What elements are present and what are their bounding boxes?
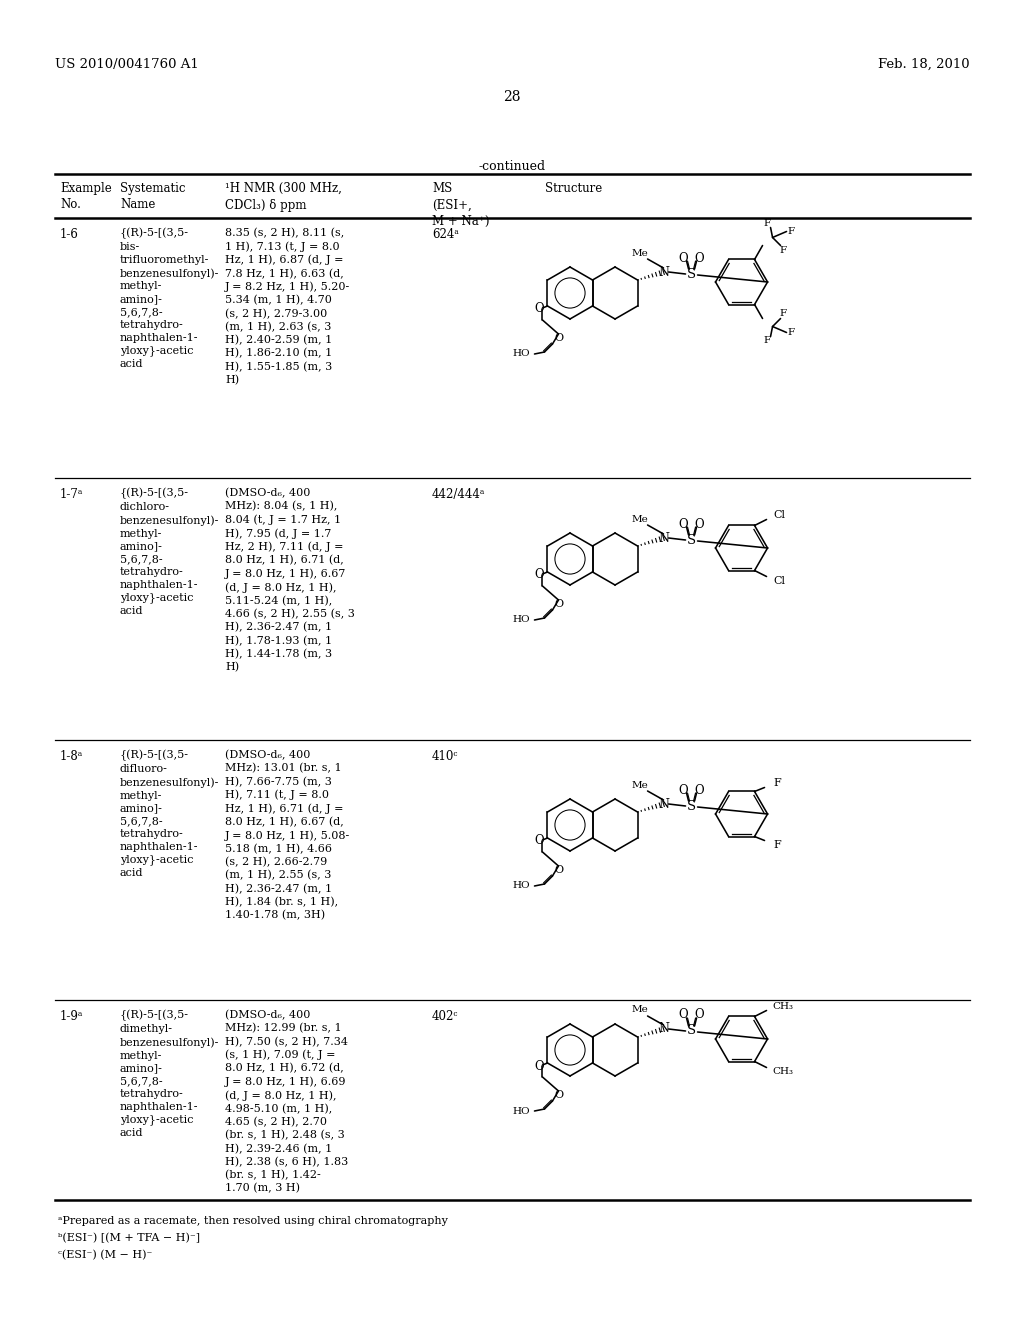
Text: CH₃: CH₃ (772, 1067, 793, 1076)
Text: O: O (694, 784, 705, 796)
Text: S: S (687, 800, 696, 813)
Text: 402ᶜ: 402ᶜ (432, 1010, 459, 1023)
Text: O: O (694, 252, 705, 264)
Text: (DMSO-d₆, 400
MHz): 12.99 (br. s, 1
H), 7.50 (s, 2 H), 7.34
(s, 1 H), 7.09 (t, J: (DMSO-d₆, 400 MHz): 12.99 (br. s, 1 H), … (225, 1010, 348, 1193)
Text: O: O (679, 252, 688, 264)
Text: HO: HO (513, 882, 530, 891)
Text: F: F (787, 327, 795, 337)
Text: Example
No.: Example No. (60, 182, 112, 211)
Text: HO: HO (513, 615, 530, 624)
Text: O: O (554, 1090, 563, 1100)
Text: O: O (679, 517, 688, 531)
Text: (DMSO-d₆, 400
MHz): 13.01 (br. s, 1
H), 7.66-7.75 (m, 3
H), 7.11 (t, J = 8.0
Hz,: (DMSO-d₆, 400 MHz): 13.01 (br. s, 1 H), … (225, 750, 350, 920)
Text: 442/444ᵃ: 442/444ᵃ (432, 488, 485, 502)
Text: O: O (535, 569, 545, 582)
Text: ᶜ(ESI⁻) (M − H)⁻: ᶜ(ESI⁻) (M − H)⁻ (58, 1250, 153, 1261)
Text: 1-9ᵃ: 1-9ᵃ (60, 1010, 83, 1023)
Text: Me: Me (631, 780, 648, 789)
Text: F: F (774, 840, 781, 850)
Text: HO: HO (513, 1106, 530, 1115)
Text: MS
(ESI+,
M + Na⁺): MS (ESI+, M + Na⁺) (432, 182, 489, 228)
Text: O: O (535, 834, 545, 847)
Text: Me: Me (631, 1006, 648, 1015)
Text: ᵇ(ESI⁻) [(M + TFA − H)⁻]: ᵇ(ESI⁻) [(M + TFA − H)⁻] (58, 1233, 200, 1243)
Text: {(R)-5-[(3,5-
difluoro-
benzenesulfonyl)-
methyl-
amino]-
5,6,7,8-
tetrahydro-
n: {(R)-5-[(3,5- difluoro- benzenesulfonyl)… (120, 750, 219, 878)
Text: O: O (679, 784, 688, 796)
Text: 1-7ᵃ: 1-7ᵃ (60, 488, 83, 502)
Text: ᵃPrepared as a racemate, then resolved using chiral chromatography: ᵃPrepared as a racemate, then resolved u… (58, 1216, 447, 1226)
Text: O: O (679, 1008, 688, 1022)
Text: N: N (658, 797, 669, 810)
Text: O: O (554, 599, 563, 609)
Text: CH₃: CH₃ (772, 1002, 793, 1011)
Text: O: O (694, 1008, 705, 1022)
Text: F: F (774, 779, 781, 788)
Text: F: F (779, 309, 786, 318)
Text: US 2010/0041760 A1: US 2010/0041760 A1 (55, 58, 199, 71)
Text: O: O (554, 865, 563, 875)
Text: F: F (779, 246, 786, 255)
Text: Structure: Structure (545, 182, 602, 195)
Text: Me: Me (631, 248, 648, 257)
Text: 624ᵃ: 624ᵃ (432, 228, 459, 242)
Text: S: S (687, 533, 696, 546)
Text: Feb. 18, 2010: Feb. 18, 2010 (879, 58, 970, 71)
Text: -continued: -continued (478, 160, 546, 173)
Text: 410ᶜ: 410ᶜ (432, 750, 459, 763)
Text: O: O (554, 333, 563, 343)
Text: {(R)-5-[(3,5-
bis-
trifluoromethyl-
benzenesulfonyl)-
methyl-
amino]-
5,6,7,8-
t: {(R)-5-[(3,5- bis- trifluoromethyl- benz… (120, 228, 219, 368)
Text: F: F (763, 219, 770, 228)
Text: HO: HO (513, 350, 530, 359)
Text: O: O (694, 517, 705, 531)
Text: ¹H NMR (300 MHz,
CDCl₃) δ ppm: ¹H NMR (300 MHz, CDCl₃) δ ppm (225, 182, 342, 211)
Text: S: S (687, 268, 696, 281)
Text: Systematic
Name: Systematic Name (120, 182, 185, 211)
Text: S: S (687, 1024, 696, 1038)
Text: (DMSO-d₆, 400
MHz): 8.04 (s, 1 H),
8.04 (t, J = 1.7 Hz, 1
H), 7.95 (d, J = 1.7
H: (DMSO-d₆, 400 MHz): 8.04 (s, 1 H), 8.04 … (225, 488, 355, 672)
Text: Cl: Cl (773, 511, 785, 520)
Text: N: N (658, 532, 669, 544)
Text: 28: 28 (503, 90, 521, 104)
Text: {(R)-5-[(3,5-
dichloro-
benzenesulfonyl)-
methyl-
amino]-
5,6,7,8-
tetrahydro-
n: {(R)-5-[(3,5- dichloro- benzenesulfonyl)… (120, 488, 219, 616)
Text: N: N (658, 265, 669, 279)
Text: F: F (763, 337, 770, 345)
Text: F: F (787, 227, 795, 236)
Text: 1-8ᵃ: 1-8ᵃ (60, 750, 83, 763)
Text: O: O (535, 1060, 545, 1072)
Text: 8.35 (s, 2 H), 8.11 (s,
1 H), 7.13 (t, J = 8.0
Hz, 1 H), 6.87 (d, J =
7.8 Hz, 1 : 8.35 (s, 2 H), 8.11 (s, 1 H), 7.13 (t, J… (225, 228, 350, 385)
Text: N: N (658, 1023, 669, 1035)
Text: Me: Me (631, 515, 648, 524)
Text: {(R)-5-[(3,5-
dimethyl-
benzenesulfonyl)-
methyl-
amino]-
5,6,7,8-
tetrahydro-
n: {(R)-5-[(3,5- dimethyl- benzenesulfonyl)… (120, 1010, 219, 1138)
Text: Cl: Cl (773, 576, 785, 586)
Text: O: O (535, 302, 545, 315)
Text: 1-6: 1-6 (60, 228, 79, 242)
